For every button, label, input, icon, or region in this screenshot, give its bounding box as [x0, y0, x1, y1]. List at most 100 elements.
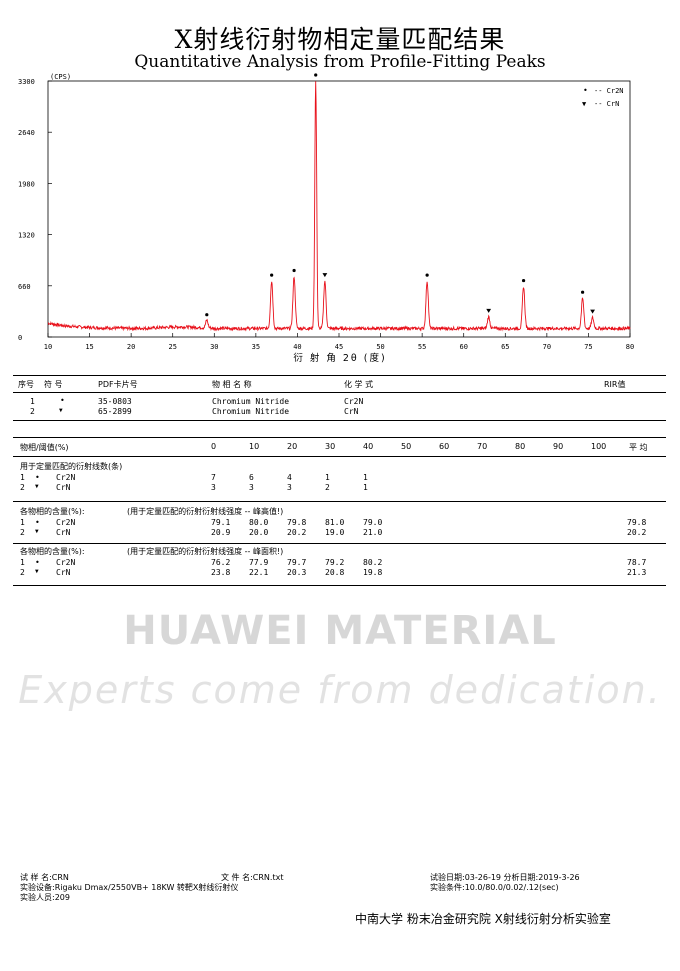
footer-dates: 试验日期:03-26-19 分析日期:2019-3-26 [430, 873, 580, 882]
y-tick-label: 660 [18, 283, 31, 291]
x-axis-label: 衍 射 角 2θ (度) [293, 352, 386, 364]
peak-marker-crn [322, 273, 328, 278]
threshold-header: 70 [477, 442, 488, 451]
phase-row-formula: Cr2N [344, 397, 364, 406]
quant-average: 21.3 [627, 568, 647, 577]
x-tick-label: 35 [252, 343, 260, 351]
quant-value: 20.8 [325, 568, 345, 577]
threshold-header: 50 [401, 442, 412, 451]
x-tick-label: 15 [85, 343, 93, 351]
watermark-brand: HUAWEI MATERIAL [123, 608, 557, 654]
quant-value: 19.8 [363, 568, 383, 577]
threshold-header: 90 [553, 442, 564, 451]
quant-value: 3 [211, 483, 216, 492]
quant-value: 22.1 [249, 568, 269, 577]
quant-value: 21.0 [363, 528, 383, 537]
y-tick-label: 3300 [18, 78, 35, 86]
quant-average: 78.7 [627, 558, 647, 567]
quant-row-no: 2 [20, 568, 25, 577]
quant-value: 2 [325, 483, 330, 492]
y-unit-label: (CPS) [50, 73, 71, 81]
quant-value: 20.2 [287, 528, 307, 537]
quant-row-symbol: • [35, 518, 40, 527]
quant-value: 81.0 [325, 518, 345, 527]
footer-conditions: 实验条件:10.0/80.0/0.02/.12(sec) [430, 883, 559, 892]
peak-marker-cr2n [425, 273, 429, 277]
quant-value: 79.7 [287, 558, 307, 567]
quant-value: 1 [325, 473, 330, 482]
footer-file: 文 件 名:CRN.txt [221, 873, 284, 882]
phase-row-no: 2 [30, 407, 35, 416]
quant-value: 79.1 [211, 518, 231, 527]
quant-value: 19.0 [325, 528, 345, 537]
quant-row-no: 2 [20, 528, 25, 537]
xrd-pattern-chart: (CPS) 0 660 1320 1980 2640 3300 10 15 20 25 30 35 4… [18, 73, 634, 364]
quant-row-symbol: ▼ [35, 568, 39, 575]
footer-operator: 实验人员:209 [20, 893, 70, 902]
quant-row-symbol: • [35, 473, 40, 482]
y-tick-label: 1980 [18, 180, 35, 188]
threshold-header: 60 [439, 442, 450, 451]
phase-row-name: Chromium Nitride [212, 397, 290, 406]
quant-value: 77.9 [249, 558, 269, 567]
peak-marker-crn [590, 309, 595, 314]
y-tick-label: 0 [18, 334, 22, 342]
col-header-no: 序号 [18, 380, 34, 389]
legend-symbol-crn: ▼ [582, 100, 587, 108]
peak-marker-cr2n [581, 290, 585, 294]
quant-row-phase: Cr2N [56, 518, 76, 527]
quant-value: 7 [211, 473, 216, 482]
x-tick-label: 40 [293, 343, 301, 351]
section-height-title: 各物相的含量(%): [20, 507, 85, 516]
quant-value: 80.2 [363, 558, 383, 567]
x-tick-label: 55 [418, 343, 426, 351]
quant-value: 80.0 [249, 518, 269, 527]
col-header-rir: RIR值 [604, 380, 626, 389]
footer-sample: 试 样 名:CRN [20, 873, 69, 882]
legend-symbol-cr2n: • [583, 86, 588, 95]
quant-value: 1 [363, 473, 368, 482]
section-area-subtitle: (用于定量匹配的衍射衍射线强度 -- 峰面积!) [127, 547, 284, 556]
quant-row-phase: CrN [56, 483, 71, 492]
x-tick-label: 80 [626, 343, 634, 351]
threshold-header: 0 [211, 442, 217, 451]
quant-header-label: 物相/阈值(%) [20, 443, 69, 452]
phase-row-formula: CrN [344, 407, 359, 416]
plot-frame [47, 80, 631, 338]
quant-value: 20.9 [211, 528, 231, 537]
section-line-count-title: 用于定量匹配的衍射线数(条) [20, 462, 123, 471]
phase-row-pdf: 65-2899 [98, 407, 132, 416]
peak-marker-cr2n [205, 313, 209, 317]
quant-value: 1 [363, 483, 368, 492]
quant-value: 20.0 [249, 528, 269, 537]
quant-header-average: 平 均 [629, 443, 648, 452]
phase-row-no: 1 [30, 397, 35, 406]
quant-row-symbol: ▼ [35, 483, 39, 490]
quant-value: 79.8 [287, 518, 307, 527]
quant-row-phase: Cr2N [56, 473, 76, 482]
threshold-header: 30 [325, 442, 336, 451]
peak-marker-cr2n [270, 273, 274, 277]
x-tick-label: 20 [127, 343, 135, 351]
peak-marker-cr2n [314, 73, 318, 77]
threshold-header: 100 [591, 442, 607, 451]
x-tick-label: 25 [168, 343, 176, 351]
quant-row-symbol: • [35, 558, 40, 567]
quant-value: 3 [287, 483, 292, 492]
peak-marker-cr2n [521, 278, 526, 283]
peak-marker-cr2n [292, 268, 296, 273]
quant-value: 79.2 [325, 558, 345, 567]
quant-row-no: 2 [20, 483, 25, 492]
report-title-cn: X射线衍射物相定量匹配结果 [174, 25, 506, 54]
threshold-header: 10 [249, 442, 260, 451]
quant-value: 76.2 [211, 558, 231, 567]
watermark-slogan: Experts come from dedication. [18, 668, 662, 712]
phase-row-pdf: 35-0803 [98, 397, 132, 406]
quant-row-phase: CrN [56, 568, 71, 577]
quant-value: 23.8 [211, 568, 231, 577]
quant-row-phase: CrN [56, 528, 71, 537]
section-height-subtitle: (用于定量匹配的衍射衍射线强度 -- 峰高值!) [127, 507, 284, 516]
quant-average: 79.8 [627, 518, 647, 527]
chart-legend: • -- Cr2N ▼ -- CrN [582, 86, 624, 108]
phase-row-symbol: • [60, 396, 65, 405]
